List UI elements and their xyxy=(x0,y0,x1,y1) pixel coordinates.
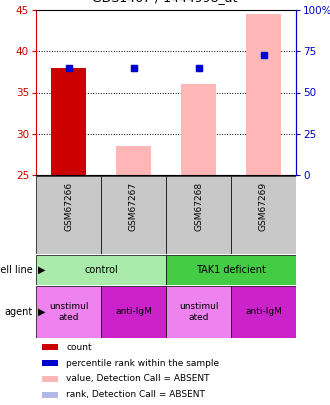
Text: cell line: cell line xyxy=(0,265,33,275)
Text: percentile rank within the sample: percentile rank within the sample xyxy=(66,358,219,367)
Text: ▶: ▶ xyxy=(38,307,45,317)
Bar xyxy=(231,176,296,254)
Text: GDS1467 / 1444998_at: GDS1467 / 1444998_at xyxy=(92,0,238,4)
Bar xyxy=(42,392,58,398)
Bar xyxy=(36,255,166,285)
Text: value, Detection Call = ABSENT: value, Detection Call = ABSENT xyxy=(66,375,210,384)
Bar xyxy=(166,286,231,338)
Text: rank, Detection Call = ABSENT: rank, Detection Call = ABSENT xyxy=(66,390,205,399)
Bar xyxy=(42,344,58,350)
Text: GSM67266: GSM67266 xyxy=(64,182,73,231)
Text: anti-IgM: anti-IgM xyxy=(245,307,282,316)
Bar xyxy=(42,376,58,382)
Text: GSM67269: GSM67269 xyxy=(259,182,268,231)
Bar xyxy=(115,146,151,175)
Bar xyxy=(36,286,101,338)
Bar xyxy=(181,84,216,175)
Bar xyxy=(50,68,86,175)
Text: ▶: ▶ xyxy=(38,265,45,275)
Bar xyxy=(36,176,101,254)
Bar xyxy=(101,176,166,254)
Text: GSM67268: GSM67268 xyxy=(194,182,203,231)
Bar xyxy=(42,360,58,366)
Bar xyxy=(166,176,231,254)
Text: TAK1 deficient: TAK1 deficient xyxy=(196,265,266,275)
Bar xyxy=(101,286,166,338)
Text: GSM67267: GSM67267 xyxy=(129,182,138,231)
Text: unstimul
ated: unstimul ated xyxy=(179,302,218,322)
Bar xyxy=(231,286,296,338)
Bar xyxy=(246,14,281,175)
Text: control: control xyxy=(84,265,118,275)
Text: anti-IgM: anti-IgM xyxy=(115,307,152,316)
Text: agent: agent xyxy=(4,307,33,317)
Bar xyxy=(166,255,296,285)
Text: unstimul
ated: unstimul ated xyxy=(49,302,88,322)
Text: count: count xyxy=(66,343,92,352)
